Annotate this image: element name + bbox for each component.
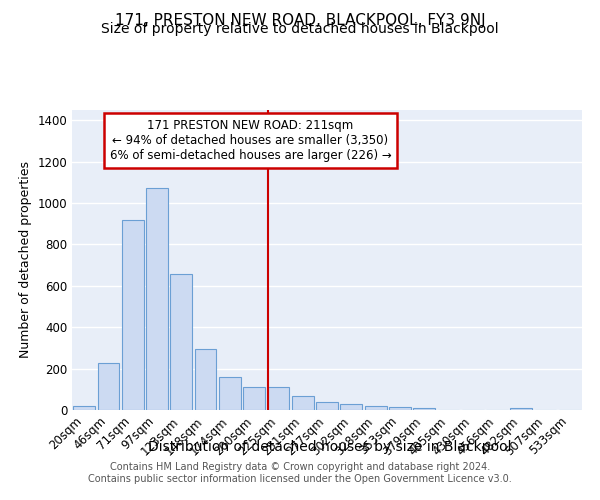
Bar [146, 188, 168, 410]
Text: 171, PRESTON NEW ROAD, BLACKPOOL, FY3 9NJ: 171, PRESTON NEW ROAD, BLACKPOOL, FY3 9N… [115, 12, 485, 28]
Y-axis label: Number of detached properties: Number of detached properties [19, 162, 32, 358]
Bar [194, 349, 217, 410]
Bar [511, 408, 532, 410]
Bar [219, 377, 241, 410]
Bar [243, 387, 265, 410]
Bar [73, 406, 95, 410]
Text: Contains HM Land Registry data © Crown copyright and database right 2024.: Contains HM Land Registry data © Crown c… [110, 462, 490, 472]
Text: 171 PRESTON NEW ROAD: 211sqm
← 94% of detached houses are smaller (3,350)
6% of : 171 PRESTON NEW ROAD: 211sqm ← 94% of de… [110, 119, 391, 162]
Bar [268, 387, 289, 410]
Bar [340, 404, 362, 410]
Bar [413, 408, 435, 410]
Bar [122, 220, 143, 410]
Bar [170, 274, 192, 410]
Bar [97, 364, 119, 410]
Bar [292, 396, 314, 410]
Bar [365, 406, 386, 410]
Bar [316, 402, 338, 410]
Text: Contains public sector information licensed under the Open Government Licence v3: Contains public sector information licen… [88, 474, 512, 484]
Bar [389, 407, 411, 410]
Text: Distribution of detached houses by size in Blackpool: Distribution of detached houses by size … [148, 440, 512, 454]
Text: Size of property relative to detached houses in Blackpool: Size of property relative to detached ho… [101, 22, 499, 36]
